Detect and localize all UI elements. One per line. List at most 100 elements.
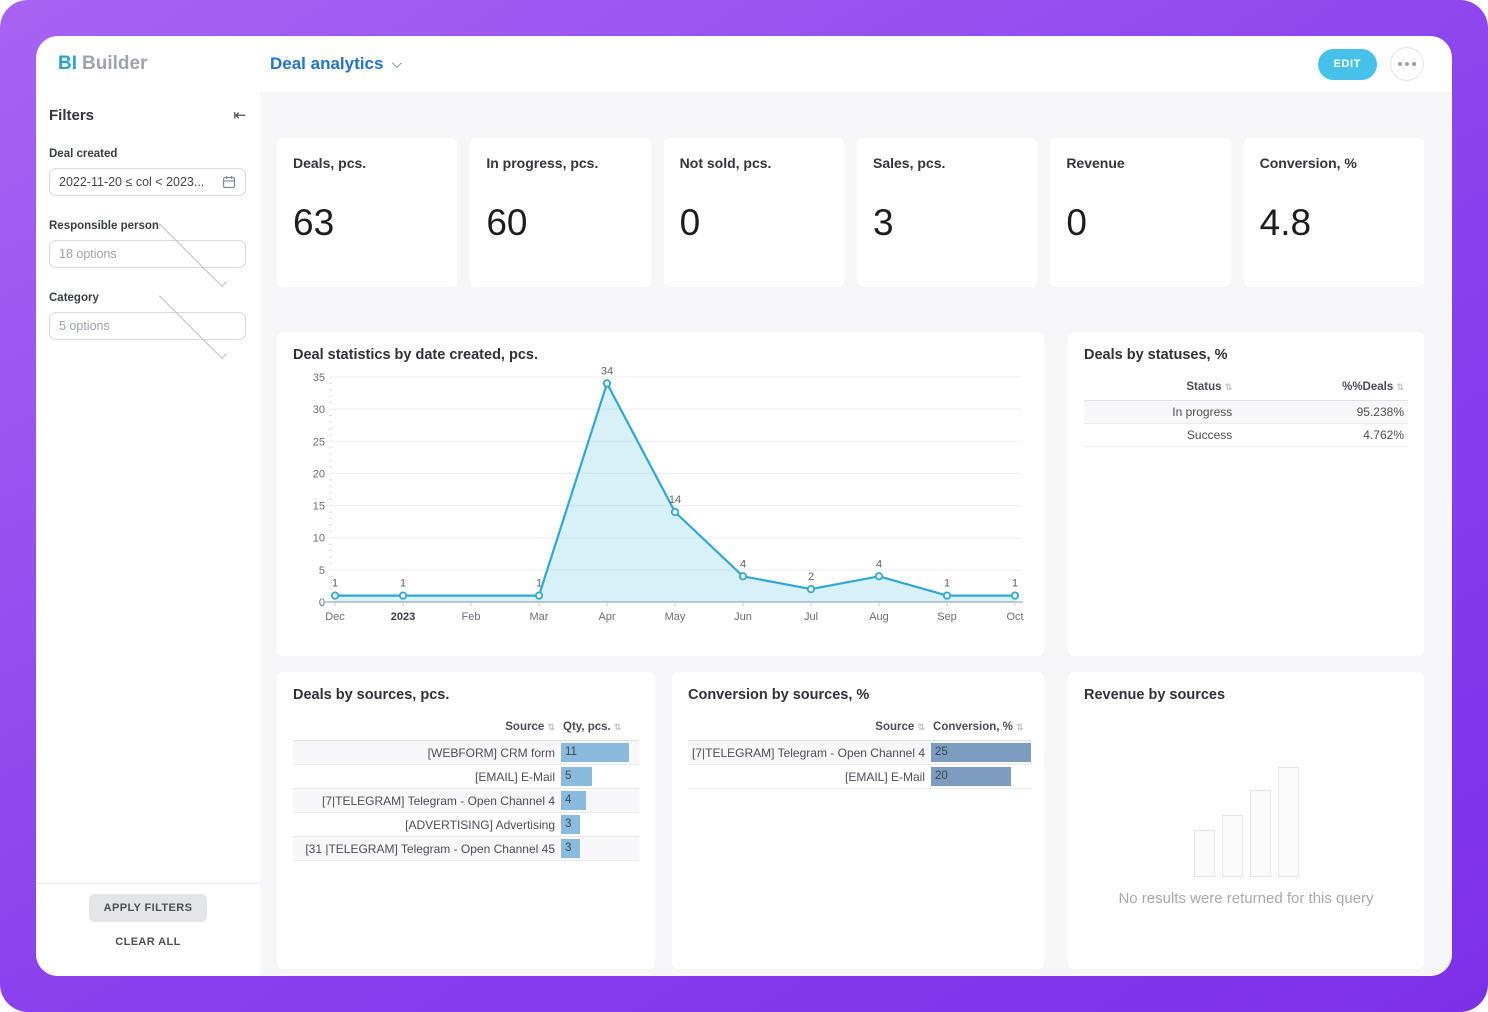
chevron-down-icon	[392, 57, 403, 68]
column-header[interactable]: Conversion, % ⇅	[929, 716, 1032, 741]
responsible-person-select[interactable]: 18 options	[49, 218, 246, 287]
deal-statistics-title: Deal statistics by date created, pcs.	[293, 347, 538, 363]
kpi-label: Revenue	[1066, 155, 1125, 171]
svg-text:10: 10	[313, 533, 325, 545]
header-actions: EDIT	[1317, 47, 1452, 81]
svg-text:Sep: Sep	[937, 611, 957, 623]
sort-icon[interactable]: ⇅	[547, 722, 555, 732]
svg-text:1: 1	[400, 578, 406, 590]
kpi-label: In progress, pcs.	[486, 155, 599, 171]
logo-builder: Builder	[82, 53, 148, 74]
deal-created-label: Deal created	[49, 148, 118, 160]
kpi-card-sales: Sales, pcs. 3	[856, 138, 1038, 287]
svg-text:1: 1	[536, 578, 542, 590]
svg-text:5: 5	[319, 565, 325, 577]
svg-text:35: 35	[313, 372, 325, 384]
column-header[interactable]: Source ⇅	[688, 716, 930, 741]
sort-icon[interactable]: ⇅	[917, 722, 926, 732]
dashboard-title: Deal analytics	[270, 54, 384, 73]
table-row: [7|TELEGRAM] Telegram - Open Channel 4 4	[293, 788, 639, 813]
svg-text:May: May	[665, 611, 686, 623]
column-header[interactable]: Source ⇅	[293, 716, 559, 741]
value-bar: 3	[561, 815, 580, 834]
table-row: [7|TELEGRAM] Telegram - Open Channel 4 2…	[688, 740, 1032, 765]
filters-title: Filters	[49, 107, 95, 124]
empty-state-text: No results were returned for this query	[1118, 890, 1374, 907]
more-options-button[interactable]	[1390, 47, 1424, 81]
kpi-label: Conversion, %	[1259, 155, 1357, 171]
calendar-icon	[222, 176, 236, 189]
table-row: In progress 95.238%	[1084, 400, 1408, 424]
column-header[interactable]: Status ⇅	[1084, 376, 1237, 401]
bottom-row: Deals by sources, pcs. Source ⇅ Qty, pcs…	[277, 672, 1424, 969]
svg-text:20: 20	[313, 468, 325, 480]
column-header[interactable]: %%Deals ⇅	[1236, 376, 1408, 401]
category-label: Category	[49, 292, 99, 304]
kpi-card-conversion: Conversion, % 4.8	[1243, 138, 1424, 287]
line-chart: 0 5 10 15 20 25 30 35 Dec 2023 Feb Mar Apr May Jun Jul A…	[313, 365, 1024, 623]
kpi-value: 4.8	[1259, 202, 1312, 243]
svg-text:Dec: Dec	[325, 611, 345, 623]
table-header: Source ⇅ Qty, pcs. ⇅	[293, 716, 639, 741]
sort-icon[interactable]: ⇅	[613, 722, 622, 732]
svg-text:1: 1	[944, 578, 950, 590]
table-row: [WEBFORM] CRM form 11	[293, 740, 639, 765]
svg-text:1: 1	[1012, 578, 1018, 590]
deals-by-sources-title: Deals by sources, pcs.	[293, 687, 450, 703]
kpi-value: 0	[679, 202, 701, 243]
value-bar: 20	[931, 767, 1012, 786]
app-body: Filters ⇤ Deal created 2022-11-20 ≤ col …	[36, 92, 1452, 976]
logo-bi: BI	[58, 53, 77, 74]
app-header: BI Builder Deal analytics EDIT	[36, 36, 1452, 92]
edit-button[interactable]: EDIT	[1317, 48, 1377, 80]
table-header: Status ⇅ %%Deals ⇅	[1084, 376, 1408, 401]
collapse-sidebar-icon[interactable]: ⇤	[233, 107, 246, 124]
empty-bars-icon	[1193, 767, 1299, 877]
value-bar: 25	[931, 743, 1032, 762]
dashboard-title-dropdown[interactable]: Deal analytics	[270, 54, 403, 74]
kpi-card-in-progress: In progress, pcs. 60	[470, 138, 651, 287]
column-header[interactable]: Qty, pcs. ⇅	[559, 716, 639, 741]
deal-statistics-card: Deal statistics by date created, pcs. 0 5…	[277, 332, 1044, 656]
kpi-label: Deals, pcs.	[293, 155, 367, 171]
kpi-value: 63	[293, 202, 335, 243]
apply-filters-button[interactable]: APPLY FILTERS	[88, 894, 208, 922]
value-bar: 5	[561, 767, 592, 786]
svg-text:Aug: Aug	[869, 611, 889, 623]
clear-all-button[interactable]: CLEAR ALL	[115, 936, 181, 948]
value-bar: 3	[561, 839, 580, 858]
responsible-person-value: 18 options	[59, 247, 117, 261]
sort-icon[interactable]: ⇅	[1396, 382, 1404, 392]
kpi-label: Not sold, pcs.	[679, 155, 772, 171]
deal-created-input[interactable]: 2022-11-20 ≤ col < 2023...	[49, 168, 246, 196]
svg-text:Feb: Feb	[462, 611, 481, 623]
sort-icon[interactable]: ⇅	[1016, 722, 1024, 732]
sidebar-footer: APPLY FILTERS CLEAR ALL	[36, 883, 260, 948]
svg-text:15: 15	[313, 501, 325, 513]
responsible-person-label: Responsible person	[49, 220, 159, 232]
kpi-row: Deals, pcs. 63 In progress, pcs. 60 Not …	[277, 138, 1424, 287]
charts-row: Deal statistics by date created, pcs. 0 5…	[277, 332, 1424, 656]
app-window: BI Builder Deal analytics EDIT Filters ⇤	[36, 36, 1452, 976]
sort-icon[interactable]: ⇅	[1224, 382, 1233, 392]
svg-text:25: 25	[313, 436, 325, 448]
category-select[interactable]: 5 options	[49, 290, 246, 359]
svg-text:0: 0	[319, 597, 325, 609]
filters-sidebar: Filters ⇤ Deal created 2022-11-20 ≤ col …	[36, 92, 260, 976]
svg-text:30: 30	[313, 404, 325, 416]
bi-builder-logo: BI Builder	[36, 53, 260, 75]
svg-text:1: 1	[332, 578, 338, 590]
kpi-value: 60	[486, 202, 528, 243]
svg-text:Jun: Jun	[734, 611, 752, 623]
svg-text:14: 14	[669, 494, 681, 506]
svg-text:4: 4	[876, 558, 882, 570]
kpi-card-not-sold: Not sold, pcs. 0	[663, 138, 844, 287]
category-value: 5 options	[59, 319, 110, 333]
svg-text:2: 2	[808, 571, 814, 583]
svg-text:34: 34	[601, 365, 613, 377]
table-row: [ADVERTISING] Advertising 3	[293, 812, 639, 837]
empty-state: No results were returned for this query	[1084, 767, 1408, 907]
ellipsis-icon	[1398, 62, 1402, 66]
table-row: [EMAIL] E-Mail 5	[293, 764, 639, 789]
